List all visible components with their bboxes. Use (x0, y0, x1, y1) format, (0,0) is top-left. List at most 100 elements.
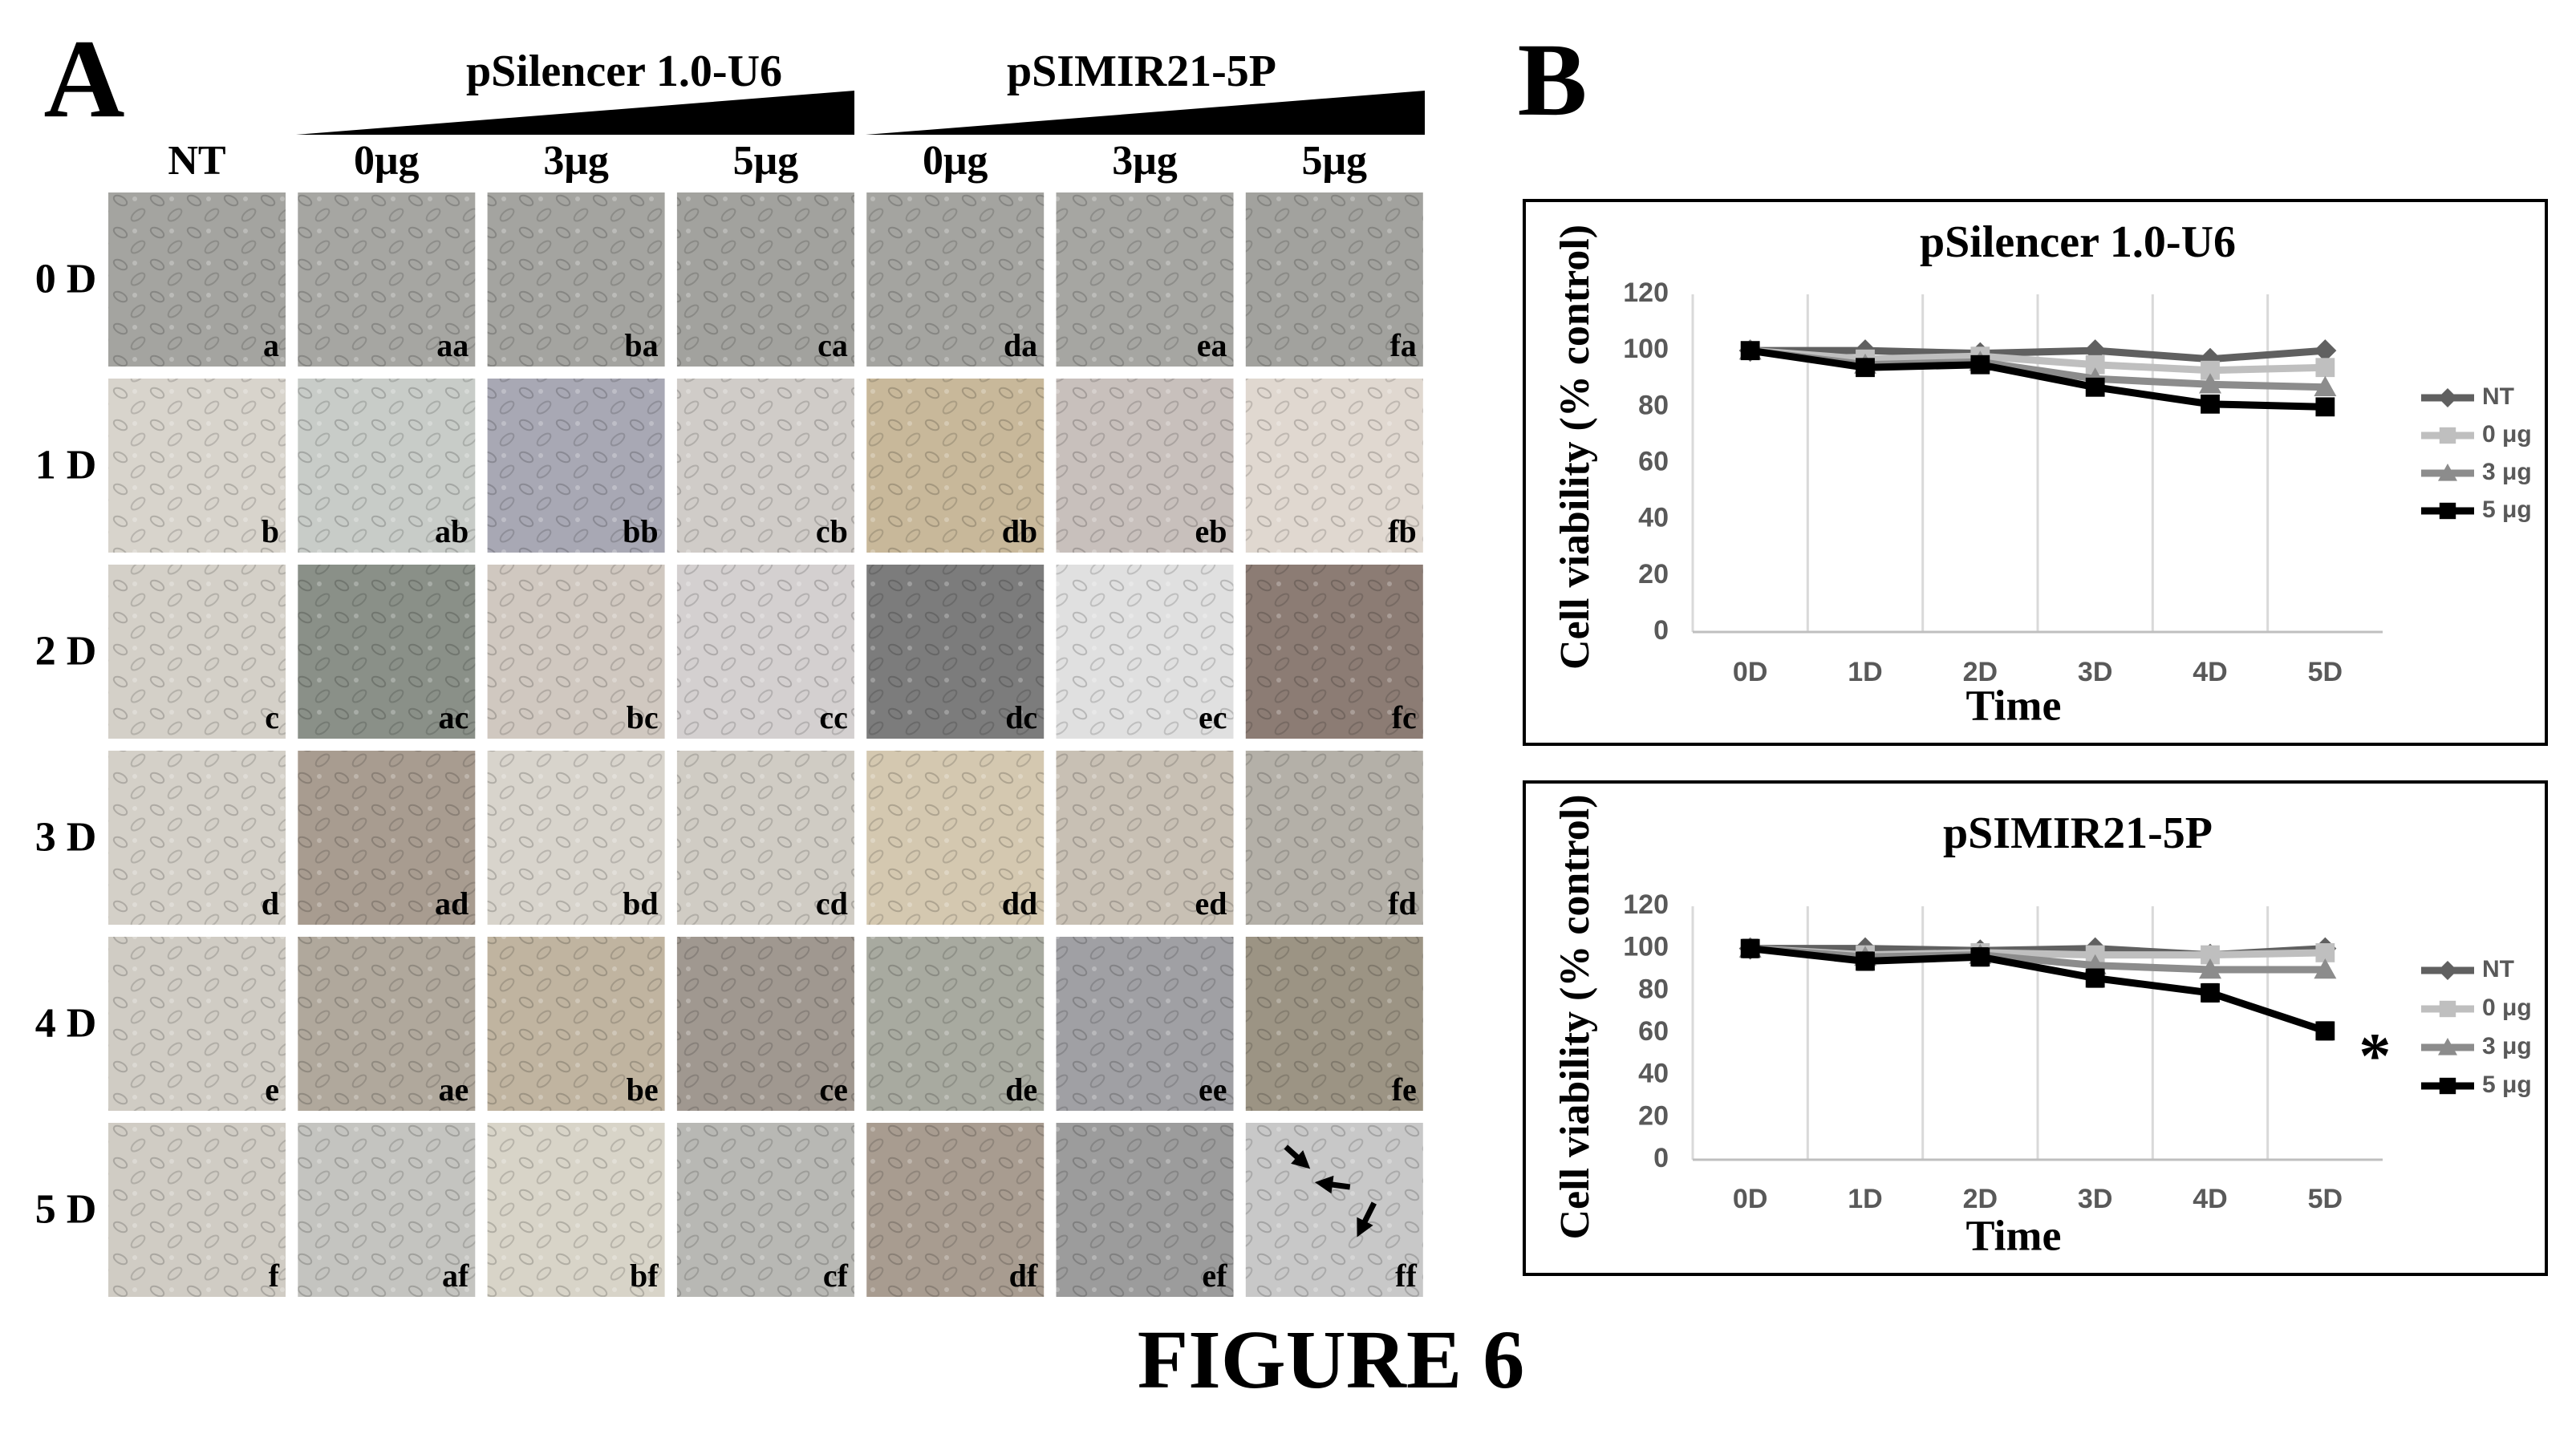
x-tick-label: 0D (1733, 657, 1767, 687)
panel-letter: df (1009, 1258, 1038, 1294)
data-point (2085, 354, 2105, 375)
panel-letter: ae (439, 1071, 469, 1108)
column-label: 0μg (354, 138, 419, 184)
panel-letter: bd (623, 885, 659, 922)
data-point (2314, 375, 2337, 396)
y-tick-label: 20 (1638, 1100, 1669, 1131)
y-tick-label: 80 (1638, 390, 1669, 420)
micrograph-texture (1245, 751, 1423, 925)
x-tick-label: 2D (1963, 657, 1998, 687)
micrograph-texture (1056, 565, 1234, 739)
micrograph-texture (676, 937, 854, 1111)
micrograph-texture (1056, 1123, 1234, 1297)
micrograph-texture (676, 192, 854, 367)
arrow-head (1357, 1217, 1373, 1238)
micrograph-texture (108, 565, 286, 739)
column-label: 3μg (543, 138, 608, 184)
panel-letter: bc (627, 699, 659, 735)
micrograph-texture (676, 379, 854, 553)
row-label: 4 D (35, 1000, 97, 1046)
panel-letter: de (1005, 1071, 1037, 1108)
micrograph-texture (108, 1123, 286, 1297)
data-point (2201, 360, 2220, 380)
panel-letter: db (1002, 513, 1038, 549)
column-label: 3μg (1112, 138, 1177, 184)
data-point (2315, 1021, 2335, 1041)
panel-letter: fe (1392, 1071, 1417, 1108)
legend-marker (2438, 1038, 2457, 1055)
data-point (2199, 958, 2221, 979)
micrograph-texture (487, 751, 665, 925)
y-tick-label: 100 (1623, 334, 1669, 364)
y-axis-title: Cell viability (% control) (1552, 225, 1598, 670)
y-axis-title: Cell viability (% control) (1552, 794, 1598, 1239)
micrograph-texture (1245, 379, 1423, 553)
x-tick-label: 3D (2078, 657, 2112, 687)
panel-letter: ec (1199, 699, 1227, 735)
panel-label: B (1518, 22, 1588, 138)
micrograph-texture (1056, 379, 1234, 553)
panel-letter: ca (817, 327, 848, 363)
data-point (2314, 958, 2337, 979)
panel-letter: af (442, 1258, 469, 1294)
panel-letter: ad (435, 885, 469, 922)
micrograph-texture (1056, 192, 1234, 367)
series-line (1750, 945, 2327, 1035)
panel-letter: ab (435, 513, 469, 549)
panel-letter: fd (1388, 885, 1417, 922)
panel-letter: dc (1005, 699, 1037, 735)
panel-letter: ff (1395, 1258, 1417, 1294)
panel-letter: cf (823, 1258, 849, 1294)
micrograph-texture (1245, 565, 1423, 739)
y-tick-label: 0 (1653, 1143, 1669, 1173)
data-point (2201, 394, 2220, 414)
legend-marker (2439, 1000, 2456, 1018)
micrograph-texture (487, 1123, 665, 1297)
legend-label: 0 μg (2482, 421, 2532, 448)
micrograph-texture (866, 751, 1045, 925)
chart-title: pSIMIR21-5P (1943, 808, 2213, 858)
legend-marker (2439, 427, 2456, 444)
data-point (2201, 945, 2220, 965)
micrograph-texture (1056, 751, 1234, 925)
panel-label: A (43, 17, 124, 141)
panel-letter: b (262, 513, 279, 549)
micrograph-texture (676, 1123, 854, 1297)
panel-letter: bf (630, 1258, 659, 1294)
micrograph-texture (298, 192, 476, 367)
panel-letter: aa (436, 327, 469, 363)
panel-letter: ed (1195, 885, 1227, 922)
data-point (2199, 373, 2221, 394)
x-tick-label: 3D (2078, 1184, 2112, 1214)
data-point (2201, 983, 2220, 1003)
micrograph-texture (487, 937, 665, 1111)
x-tick-label: 4D (2193, 1184, 2227, 1214)
data-point (1856, 358, 1875, 378)
micrograph-texture (298, 379, 476, 553)
micrograph-texture (1245, 937, 1423, 1111)
y-tick-label: 40 (1638, 503, 1669, 533)
legend-label: 5 μg (2482, 496, 2532, 523)
data-point (2085, 377, 2105, 397)
row-label: 5 D (35, 1186, 97, 1232)
panel-letter: ac (439, 699, 469, 735)
micrograph-texture (108, 937, 286, 1111)
y-tick-label: 80 (1638, 974, 1669, 1004)
y-tick-label: 120 (1623, 277, 1669, 308)
x-tick-label: 5D (2308, 657, 2343, 687)
panel-letter: ef (1202, 1258, 1227, 1294)
y-tick-label: 0 (1653, 615, 1669, 646)
dose-wedge (866, 91, 1425, 135)
micrograph-texture (487, 565, 665, 739)
row-label: 2 D (35, 628, 97, 674)
dose-wedge (296, 91, 854, 135)
micrograph-texture (866, 937, 1045, 1111)
micrograph-texture (108, 751, 286, 925)
panel-letter: a (263, 327, 279, 363)
panel-letter: be (627, 1071, 659, 1108)
micrograph-texture (298, 565, 476, 739)
panel-letter: cb (816, 513, 848, 549)
panel-letter: ba (624, 327, 658, 363)
micrograph-texture (1245, 192, 1423, 367)
